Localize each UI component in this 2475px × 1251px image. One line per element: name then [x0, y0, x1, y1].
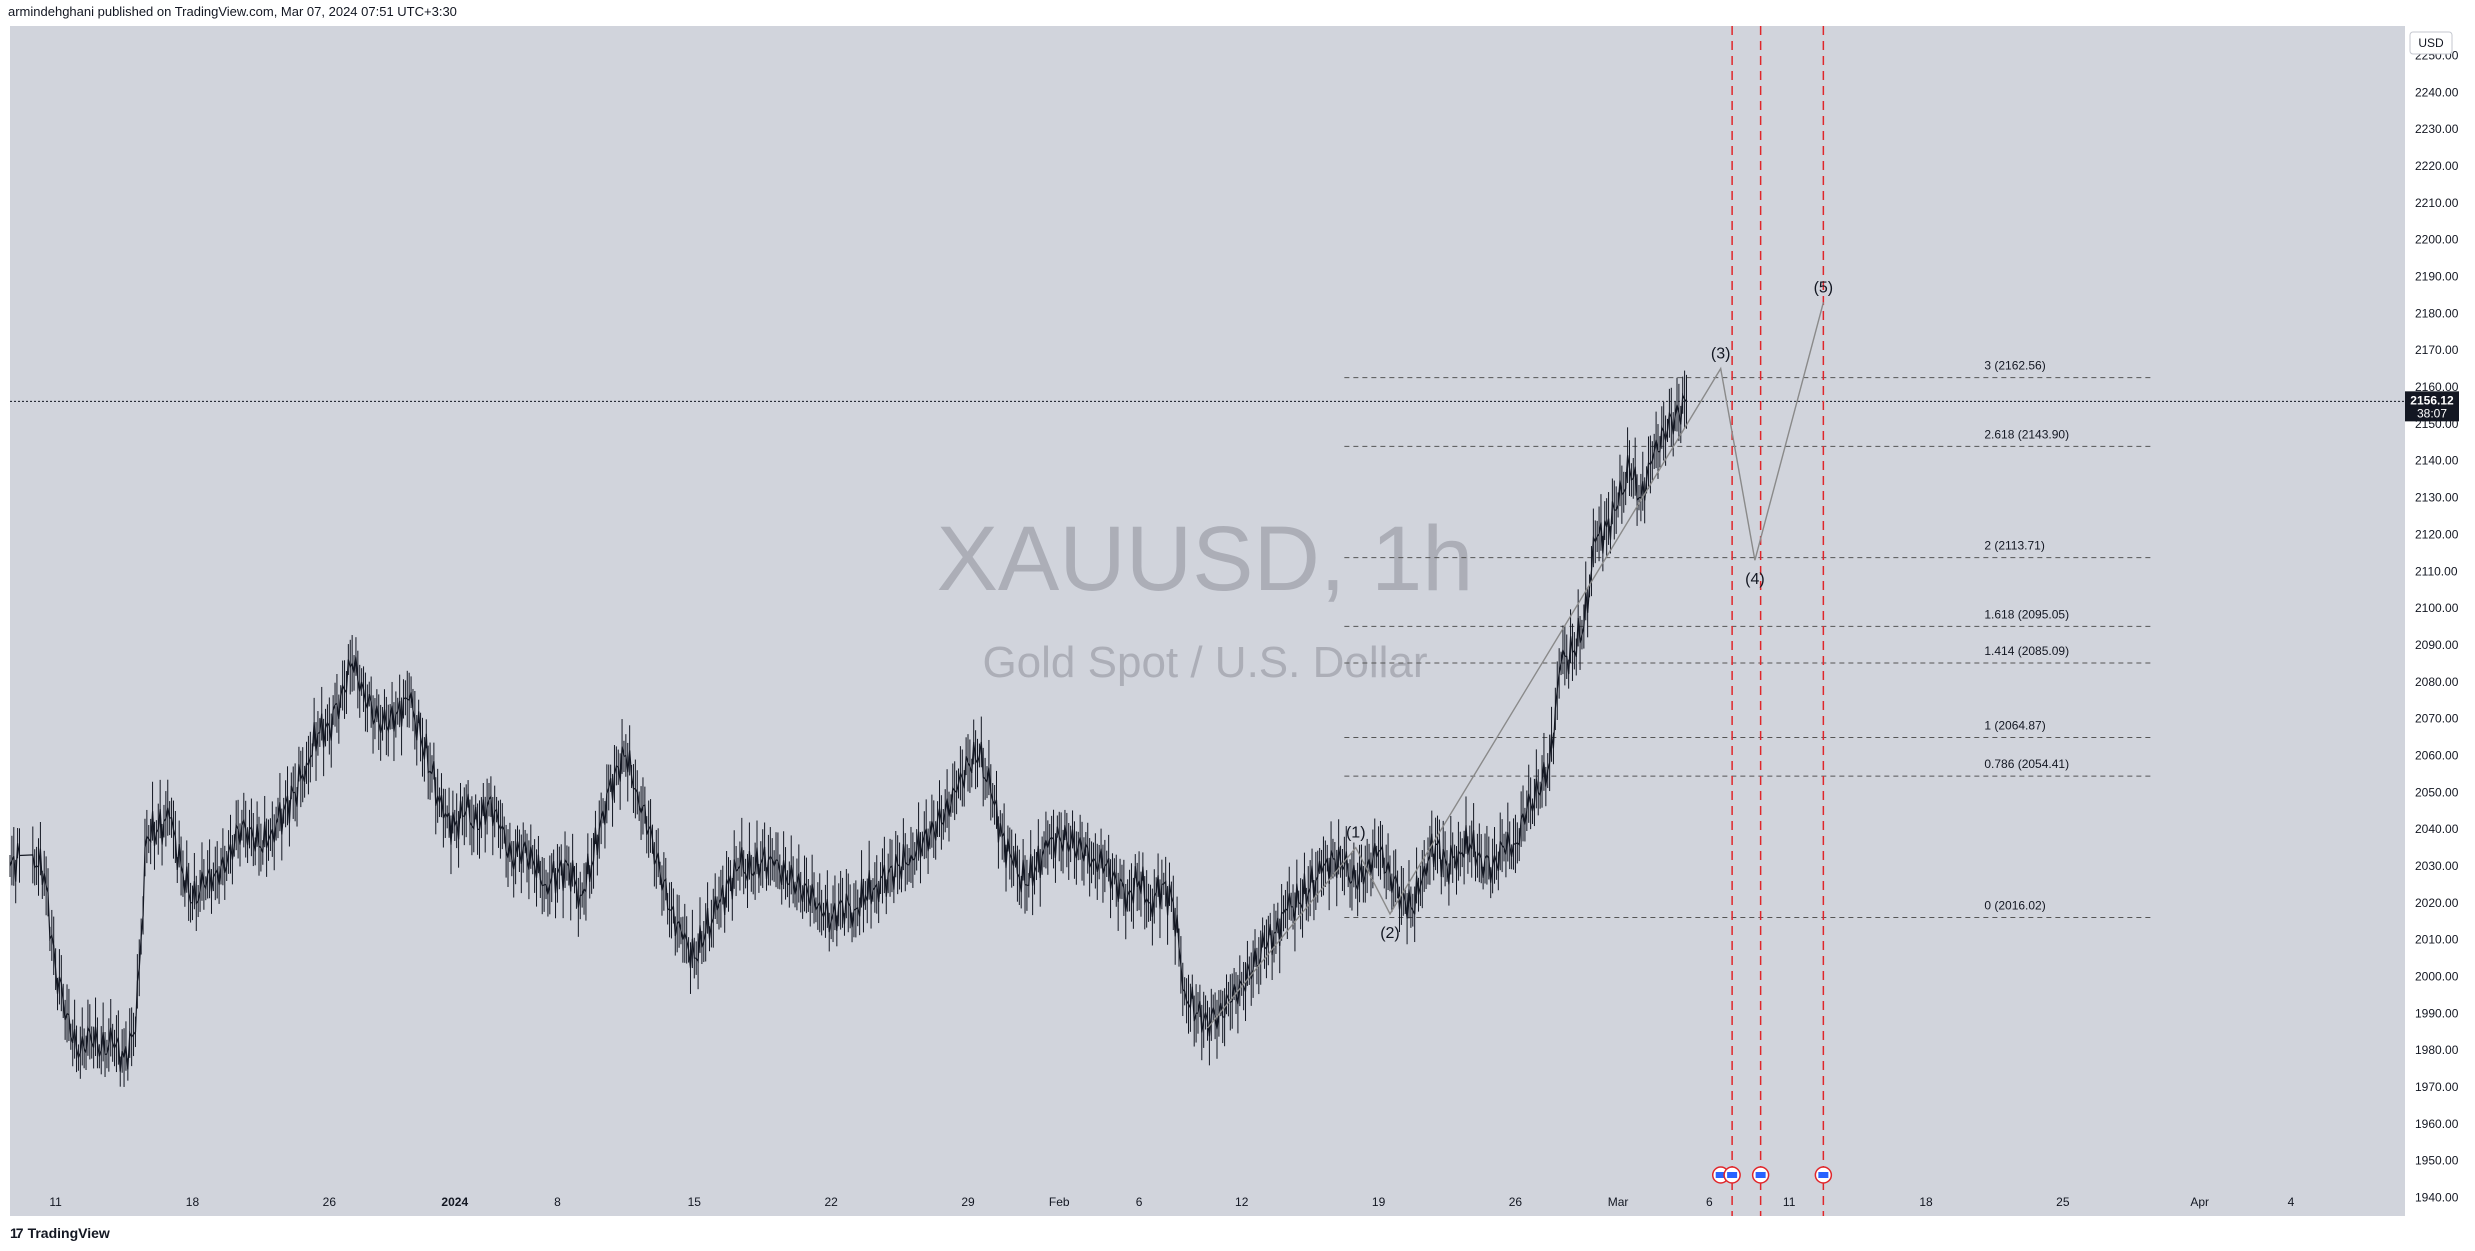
time-tick-label: 26	[323, 1195, 337, 1209]
last-price-badge	[2405, 391, 2459, 422]
time-tick-label: 18	[1919, 1195, 1933, 1209]
fib-level-label: 2.618 (2143.90)	[1984, 427, 2069, 441]
time-tick-label: 15	[688, 1195, 702, 1209]
watermark-description: Gold Spot / U.S. Dollar	[982, 638, 1427, 687]
fib-level-label: 3 (2162.56)	[1984, 359, 2045, 373]
price-tick-label: 2240.00	[2415, 85, 2459, 99]
price-tick-label: 2080.00	[2415, 675, 2459, 689]
price-tick-label: 1980.00	[2415, 1043, 2459, 1057]
wave-label: (5)	[1814, 279, 1834, 296]
price-tick-label: 2050.00	[2415, 785, 2459, 799]
price-tick-label: 2010.00	[2415, 933, 2459, 947]
publisher-header: armindehghani published on TradingView.c…	[8, 4, 457, 19]
price-tick-label: 2030.00	[2415, 859, 2459, 873]
time-tick-label: 26	[1509, 1195, 1523, 1209]
price-tick-label: 2210.00	[2415, 196, 2459, 210]
price-tick-label: 2070.00	[2415, 712, 2459, 726]
price-tick-label: 2220.00	[2415, 159, 2459, 173]
price-tick-label: 2200.00	[2415, 233, 2459, 247]
bar-countdown: 38:07	[2417, 406, 2447, 420]
time-tick-label: Feb	[1049, 1195, 1070, 1209]
flag-icon	[1755, 1172, 1766, 1178]
last-price-value: 2156.12	[2410, 393, 2454, 407]
time-tick-label: 6	[1136, 1195, 1143, 1209]
time-tick-label: 2024	[441, 1195, 468, 1209]
price-tick-label: 2000.00	[2415, 970, 2459, 984]
time-tick-label: 25	[2056, 1195, 2070, 1209]
watermark-symbol: XAUUSD, 1h	[937, 508, 1474, 610]
wave-label: (1)	[1346, 825, 1366, 842]
time-tick-label: 4	[2288, 1195, 2295, 1209]
time-tick-label: 11	[49, 1195, 62, 1209]
fib-level-label: 2 (2113.71)	[1984, 539, 2045, 553]
price-tick-label: 2170.00	[2415, 343, 2459, 357]
wave-label: (4)	[1745, 571, 1765, 588]
price-tick-label: 2120.00	[2415, 527, 2459, 541]
price-tick-label: 1990.00	[2415, 1006, 2459, 1020]
price-series-line	[9, 392, 1687, 1072]
price-tick-label: 2190.00	[2415, 270, 2459, 284]
fib-level-label: 0 (2016.02)	[1984, 899, 2045, 913]
currency-badge	[2409, 31, 2453, 55]
price-tick-label: 2230.00	[2415, 122, 2459, 136]
price-tick-label: 1960.00	[2415, 1117, 2459, 1131]
flag-icon	[1715, 1172, 1726, 1178]
price-tick-label: 2060.00	[2415, 748, 2459, 762]
price-tick-label: 2130.00	[2415, 491, 2459, 505]
time-tick-label: 18	[186, 1195, 200, 1209]
price-tick-label: 2180.00	[2415, 306, 2459, 320]
time-tick-label: 22	[824, 1195, 838, 1209]
elliott-wave-line	[1206, 302, 1825, 1029]
time-tick-label: 19	[1372, 1195, 1386, 1209]
time-tick-label: 29	[961, 1195, 975, 1209]
price-tick-label: 1950.00	[2415, 1154, 2459, 1168]
time-tick-label: Mar	[1608, 1195, 1629, 1209]
tradingview-icon: 17	[10, 1225, 24, 1241]
wave-label: (3)	[1711, 346, 1731, 363]
price-tick-label: 2160.00	[2415, 380, 2459, 394]
price-tick-label: 1940.00	[2415, 1191, 2459, 1205]
time-tick-label: 6	[1706, 1195, 1713, 1209]
fib-level-label: 1.618 (2095.05)	[1984, 607, 2069, 621]
price-axis[interactable]	[2405, 26, 2475, 1216]
price-tick-label: 2020.00	[2415, 896, 2459, 910]
time-tick-label: 12	[1235, 1195, 1249, 1209]
price-tick-label: 1970.00	[2415, 1080, 2459, 1094]
fib-level-label: 1 (2064.87)	[1984, 719, 2045, 733]
flag-icon	[1818, 1172, 1829, 1178]
currency-label: USD	[2418, 36, 2444, 50]
fib-level-label: 1.414 (2085.09)	[1984, 644, 2069, 658]
price-tick-label: 2040.00	[2415, 822, 2459, 836]
price-tick-label: 2100.00	[2415, 601, 2459, 615]
tradingview-logo[interactable]: 17 TradingView	[10, 1225, 110, 1241]
time-tick-label: Apr	[2190, 1195, 2209, 1209]
footer-brand: TradingView	[27, 1225, 110, 1241]
wave-label: (2)	[1380, 925, 1400, 942]
price-tick-label: 2110.00	[2415, 564, 2458, 578]
time-tick-label: 8	[554, 1195, 561, 1209]
price-tick-label: 2140.00	[2415, 454, 2459, 468]
flag-icon	[1727, 1172, 1738, 1178]
time-tick-label: 11	[1783, 1195, 1796, 1209]
price-tick-label: 2090.00	[2415, 638, 2459, 652]
fib-level-label: 0.786 (2054.41)	[1984, 757, 2069, 771]
